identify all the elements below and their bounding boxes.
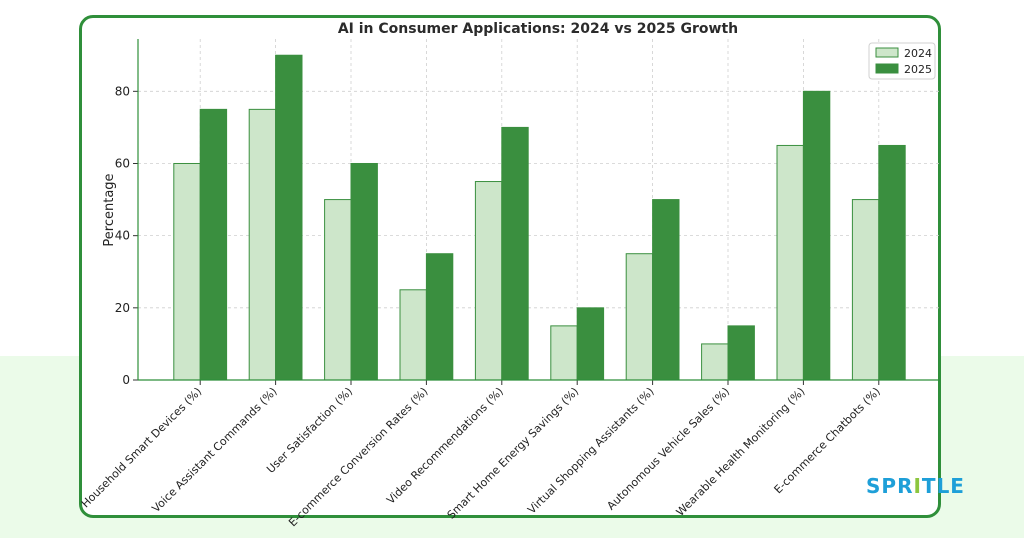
y-tick-labels: 0 20 40 60 80 [115, 84, 130, 387]
bar-group [173, 54, 906, 381]
bar-2024-0 [173, 162, 201, 381]
bar-2025-4 [501, 126, 529, 381]
legend-swatch-2025 [875, 63, 899, 74]
bar-2025-3 [425, 253, 454, 381]
x-tick-label: Household Smart Devices (%) [79, 385, 204, 510]
x-tick-label: Smart Home Energy Savings (%) [445, 385, 582, 522]
bar-2024-4 [474, 181, 503, 381]
bar-2025-5 [576, 307, 605, 381]
legend-label-2025: 2025 [904, 63, 932, 76]
bar-2025-7 [727, 325, 755, 381]
bar-2025-2 [350, 162, 378, 381]
bar-2024-3 [399, 289, 427, 381]
x-tick-label: User Satisfaction (%) [264, 385, 355, 476]
x-tick-labels: Household Smart Devices (%)Voice Assista… [79, 385, 883, 529]
bar-2024-2 [324, 199, 352, 381]
axes [133, 39, 940, 385]
bar-2025-1 [275, 54, 303, 381]
bar-2024-5 [550, 325, 578, 381]
bar-2024-9 [851, 199, 880, 381]
y-tick-label: 40 [115, 229, 130, 243]
bar-2025-8 [802, 90, 831, 381]
x-tick-label: Wearable Health Monitoring (%) [674, 385, 808, 519]
x-tick-label: Virtual Shopping Assistants (%) [525, 385, 657, 517]
y-axis-label: Percentage [102, 173, 117, 246]
x-tick-label: Voice Assistant Commands (%) [149, 385, 279, 515]
chart-title: AI in Consumer Applications: 2024 vs 202… [338, 21, 738, 37]
y-tick-label: 80 [115, 84, 130, 98]
bar-2024-1 [248, 108, 277, 381]
bar-2025-0 [199, 108, 228, 381]
bar-2025-6 [652, 199, 680, 381]
x-tick-label: Autonomous Vehicle Sales (%) [604, 385, 732, 513]
legend: 2024 2025 [868, 42, 936, 80]
y-tick-label: 0 [122, 373, 130, 387]
bar-2024-6 [625, 253, 654, 381]
legend-label-2024: 2024 [904, 47, 932, 60]
y-tick-label: 20 [115, 301, 130, 315]
legend-swatch-2024 [875, 47, 899, 58]
bar-2024-8 [776, 144, 804, 381]
bar-2025-9 [878, 144, 906, 381]
sprittle-logo: SPRITLE [866, 474, 965, 498]
bar-2024-7 [701, 343, 729, 381]
x-tick-label: E-commerce Conversion Rates (%) [286, 385, 430, 529]
y-tick-label: 60 [115, 156, 130, 170]
